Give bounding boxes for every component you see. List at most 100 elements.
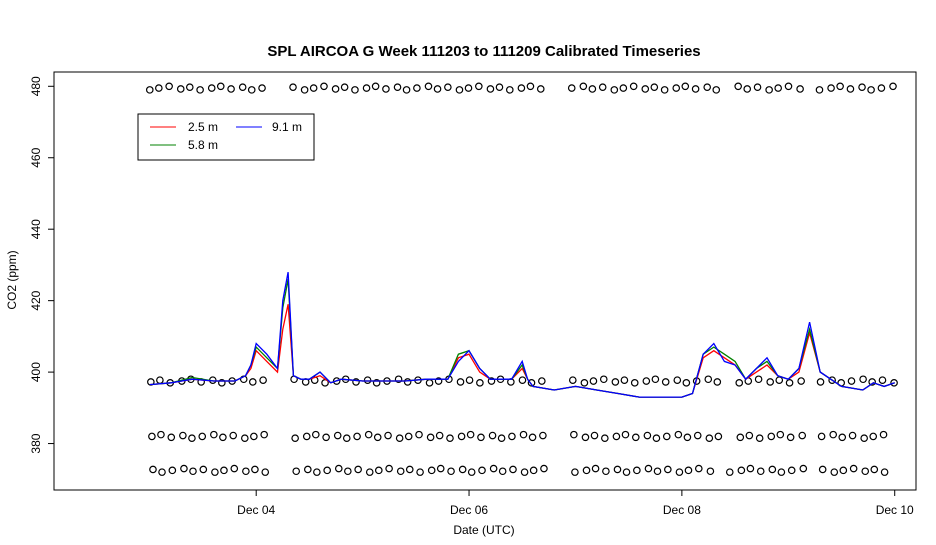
calibration-marker	[416, 468, 424, 476]
y-tick-label: 420	[29, 290, 43, 310]
calibration-marker	[568, 376, 577, 384]
calibration-marker	[216, 82, 225, 91]
calibration-marker	[684, 466, 693, 475]
calibration-marker	[703, 83, 712, 91]
calibration-marker	[320, 82, 328, 91]
calibration-marker	[705, 434, 714, 442]
calibration-marker	[351, 86, 359, 94]
calibration-marker	[786, 433, 795, 442]
calibration-marker	[374, 466, 383, 475]
calibration-marker	[579, 82, 588, 91]
calibration-marker	[455, 86, 464, 94]
calibration-marker	[714, 432, 723, 441]
calibration-marker	[519, 430, 528, 439]
calibration-marker	[880, 468, 889, 476]
calibration-marker	[674, 430, 683, 439]
calibration-marker	[247, 86, 256, 94]
calibration-marker	[313, 468, 321, 476]
calibration-marker	[229, 431, 238, 440]
calibration-marker	[478, 466, 486, 475]
calibration-marker	[662, 432, 671, 441]
calibration-marker	[413, 84, 421, 92]
legend-box	[137, 113, 315, 161]
calibration-marker	[497, 434, 506, 442]
calibration-marker	[385, 464, 393, 473]
calibration-marker	[879, 430, 888, 439]
calibration-marker	[342, 434, 351, 442]
calibration-marker	[859, 375, 867, 384]
calibration-marker	[149, 465, 157, 474]
calibration-marker	[743, 85, 752, 93]
plot-frame	[53, 71, 917, 491]
calibration-marker	[517, 84, 526, 92]
calibration-marker	[180, 464, 188, 473]
calibration-marker	[745, 431, 754, 440]
calibration-marker	[520, 468, 529, 476]
x-tick-label: Dec 06	[450, 503, 488, 517]
calibration-marker	[706, 467, 715, 476]
calibration-marker	[145, 86, 154, 94]
calibration-marker	[509, 465, 517, 474]
x-axis: Dec 04 Dec 06 Dec 08 Dec 10	[237, 490, 914, 517]
calibration-marker	[394, 375, 403, 384]
calibration-marker	[830, 468, 839, 476]
calibration-marker	[156, 376, 164, 384]
calibration-marker	[755, 434, 764, 442]
calibration-marker	[332, 377, 341, 385]
calibration-marker	[746, 464, 755, 473]
calibration-marker	[630, 379, 639, 387]
calibration-marker	[836, 82, 844, 91]
calibration-marker	[776, 430, 785, 439]
calibration-marker	[309, 84, 318, 92]
calibration-marker	[291, 434, 299, 442]
calibration-marker	[526, 82, 535, 91]
calibration-marker	[505, 86, 514, 94]
calibration-marker	[591, 464, 600, 473]
calibration-marker	[846, 85, 855, 93]
calibration-marker	[878, 376, 887, 384]
calibration-marker	[828, 376, 836, 384]
calibration-marker	[815, 86, 824, 94]
calibration-marker	[393, 83, 402, 91]
calibration-marker	[664, 465, 672, 474]
calibration-marker	[158, 468, 166, 476]
calibration-marker	[363, 376, 372, 384]
calibration-marker	[241, 434, 249, 442]
calibration-marker	[436, 464, 445, 473]
calibration-marker	[785, 379, 794, 387]
calibration-marker	[340, 83, 349, 91]
calibration-marker	[861, 467, 870, 476]
calibration-marker	[508, 432, 516, 441]
calibration-marker	[650, 83, 659, 91]
calibration-marker	[402, 86, 411, 94]
calibration-marker	[196, 86, 204, 94]
calibration-marker	[704, 375, 713, 384]
calibration-marker	[660, 86, 669, 94]
calibration-marker	[570, 430, 578, 439]
calibration-marker	[847, 377, 856, 385]
calibration-marker	[633, 466, 641, 475]
calibration-marker	[331, 85, 340, 93]
chart-title: SPL AIRCOA G Week 111203 to 111209 Calib…	[267, 43, 700, 60]
calibration-marker	[629, 82, 638, 91]
calibration-marker	[644, 464, 653, 473]
calibration-marker	[259, 376, 267, 384]
calibration-marker	[207, 84, 216, 92]
calibration-marker	[352, 378, 360, 386]
calibration-marker	[487, 377, 496, 385]
calibration-marker	[796, 85, 804, 93]
calibration-marker	[784, 82, 793, 91]
calibration-marker	[734, 82, 742, 91]
calibration-marker	[300, 86, 309, 94]
calibration-marker	[176, 85, 185, 93]
calibration-marker	[736, 433, 745, 442]
calibration-marker	[218, 379, 226, 387]
calibration-marker	[712, 86, 721, 94]
calibration-marker	[210, 430, 218, 439]
calibration-marker	[622, 468, 631, 476]
calibration-marker	[653, 467, 662, 476]
calibration-marker	[631, 433, 640, 442]
calibration-marker	[798, 431, 807, 440]
calibration-marker	[384, 431, 392, 440]
calibration-marker	[538, 377, 546, 385]
